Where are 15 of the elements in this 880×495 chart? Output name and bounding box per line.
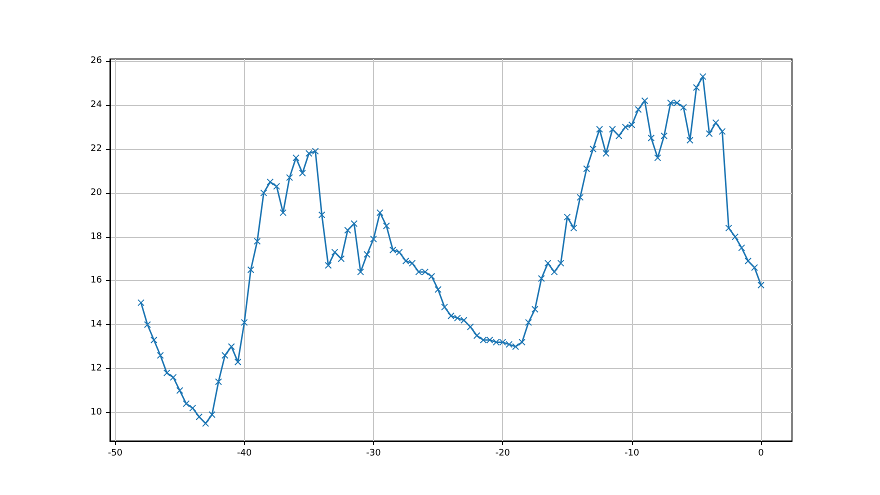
y-tick-label: 14 [90,320,102,330]
x-tick-label: -40 [236,448,252,458]
y-tick-label: 10 [90,407,102,418]
x-tick-label: 0 [758,448,764,458]
y-tick-label: 26 [90,56,102,66]
y-tick-label: 12 [90,364,102,374]
y-tick-label: 22 [90,144,102,154]
y-tick-label: 16 [90,276,102,286]
x-tick-label: -50 [108,448,123,458]
x-tick-label: -10 [624,448,640,458]
x-tick-label: -30 [366,448,382,458]
y-tick-label: 18 [90,232,102,242]
y-tick-label: 20 [90,188,102,198]
y-tick-label: 24 [90,100,102,110]
x-tick-label: -20 [495,448,510,458]
